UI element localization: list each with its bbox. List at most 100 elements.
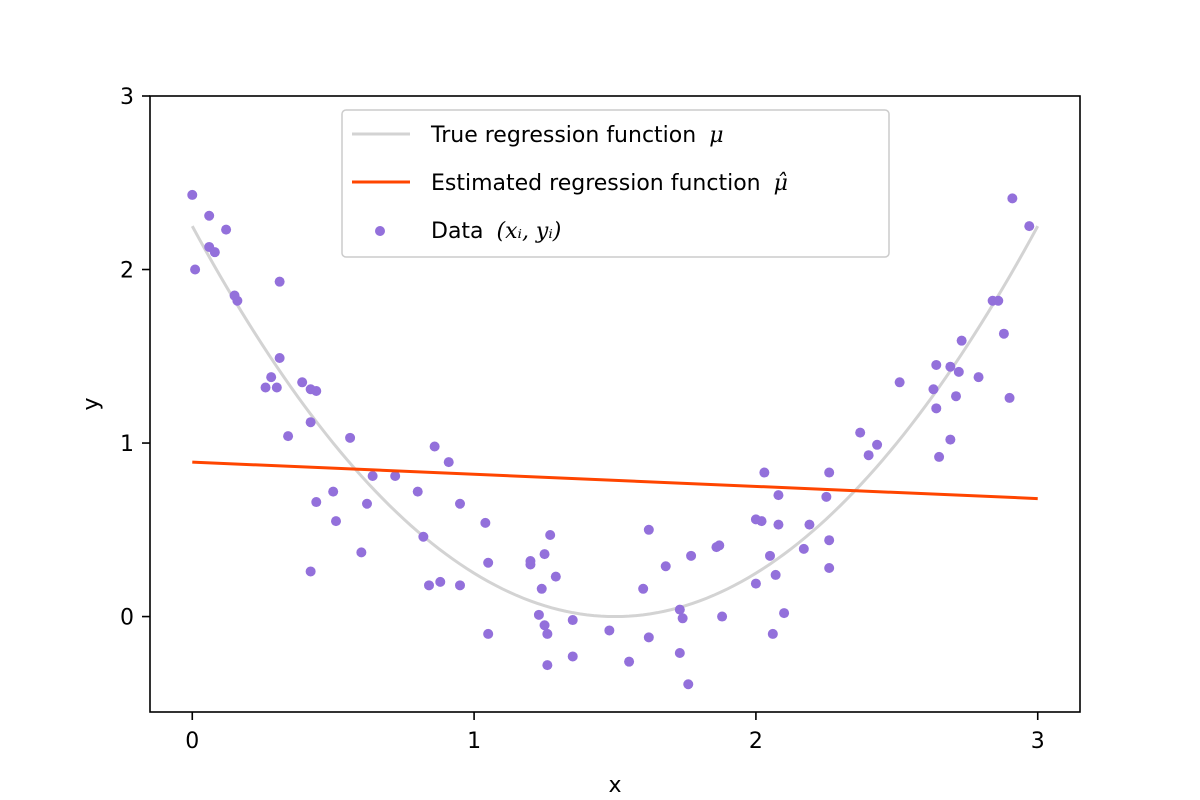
data-point <box>550 571 561 582</box>
estimated-regression-line <box>192 460 1038 501</box>
data-point <box>311 497 322 508</box>
data-point <box>993 295 1004 306</box>
data-point <box>542 660 553 671</box>
data-point <box>863 450 874 461</box>
data-point <box>638 583 649 594</box>
data-point <box>232 295 243 306</box>
data-point <box>973 372 984 383</box>
data-point <box>677 613 688 624</box>
data-point <box>283 431 294 442</box>
data-point <box>804 519 815 530</box>
data-point <box>455 580 465 591</box>
data-point <box>539 549 550 560</box>
data-point <box>545 530 556 541</box>
x-tick-label: 0 <box>185 729 199 754</box>
x-axis-label: x <box>608 773 621 798</box>
data-point <box>643 632 654 643</box>
y-tick-label: 1 <box>120 432 134 457</box>
data-point <box>274 353 285 364</box>
x-tick-label: 3 <box>1031 729 1045 754</box>
data-point <box>567 651 578 662</box>
legend-true-symbol: μ <box>709 123 723 148</box>
data-point <box>945 434 956 445</box>
data-point <box>266 372 277 383</box>
data-point <box>643 524 654 535</box>
data-point <box>209 247 220 258</box>
y-axis-label: y <box>79 397 104 410</box>
data-point <box>660 561 671 572</box>
data-point <box>1024 221 1035 232</box>
data-point <box>931 359 942 370</box>
y-tick-label: 3 <box>120 85 134 110</box>
data-point <box>412 486 423 497</box>
data-point <box>779 608 790 619</box>
data-point <box>798 543 809 554</box>
data-point <box>824 535 835 546</box>
data-point <box>953 366 964 377</box>
legend-estimated-symbol: μ̂ <box>774 171 788 196</box>
data-point <box>435 576 446 587</box>
data-point <box>855 427 866 438</box>
data-point <box>717 611 728 622</box>
data-point <box>187 189 198 200</box>
data-point <box>362 498 372 509</box>
legend-data-marker <box>375 226 385 236</box>
data-point <box>928 384 939 395</box>
data-point <box>759 467 770 478</box>
data-point <box>297 377 308 388</box>
data-point <box>624 656 635 667</box>
data-point <box>934 451 945 462</box>
data-point <box>204 210 215 221</box>
data-point <box>767 628 778 639</box>
data-point <box>756 516 767 527</box>
data-point <box>773 490 784 501</box>
data-point <box>274 276 285 287</box>
data-point <box>773 519 784 530</box>
axis-ticks: 0 1 2 3 0 1 2 3 <box>120 85 1045 754</box>
data-point <box>824 562 835 573</box>
x-tick-label: 1 <box>467 729 481 754</box>
plot-area <box>187 189 1040 690</box>
data-point <box>443 457 454 468</box>
data-point <box>331 516 341 527</box>
data-point <box>998 328 1009 339</box>
y-tick-label: 2 <box>120 259 134 284</box>
data-point <box>931 403 942 414</box>
legend-true-entry: True regression function μ <box>430 123 724 148</box>
data-point <box>483 557 494 568</box>
x-tick-label: 2 <box>749 729 763 754</box>
data-point <box>190 264 201 275</box>
data-point <box>356 547 367 558</box>
data-point <box>821 491 832 502</box>
data-point <box>1007 193 1018 204</box>
data-point <box>260 382 271 393</box>
data-point <box>894 377 905 388</box>
data-point <box>455 498 465 509</box>
legend-data-entry: Data (xᵢ, yᵢ) <box>431 219 561 244</box>
data-point <box>480 517 491 528</box>
data-point <box>424 580 434 591</box>
data-point <box>271 382 282 393</box>
data-point <box>542 628 553 639</box>
data-point <box>567 615 578 626</box>
data-point <box>536 583 547 594</box>
legend-estimated-entry: Estimated regression function μ̂ <box>431 171 788 196</box>
data-point <box>824 467 835 478</box>
data-point <box>429 441 440 452</box>
data-point <box>683 679 694 690</box>
axes-frame <box>149 95 1081 713</box>
data-point <box>305 417 316 428</box>
legend-data-symbol: (xᵢ, yᵢ) <box>497 219 562 244</box>
data-point <box>345 432 356 443</box>
legend: True regression function μ Estimated reg… <box>341 109 890 258</box>
legend-true-label: True regression function <box>430 123 696 148</box>
data-point <box>945 361 956 372</box>
y-tick-label: 0 <box>120 606 134 631</box>
data-point <box>367 471 378 482</box>
data-point <box>686 550 697 561</box>
data-point <box>525 559 536 570</box>
data-point <box>765 550 775 561</box>
data-point <box>674 604 685 615</box>
data-point <box>714 540 725 551</box>
